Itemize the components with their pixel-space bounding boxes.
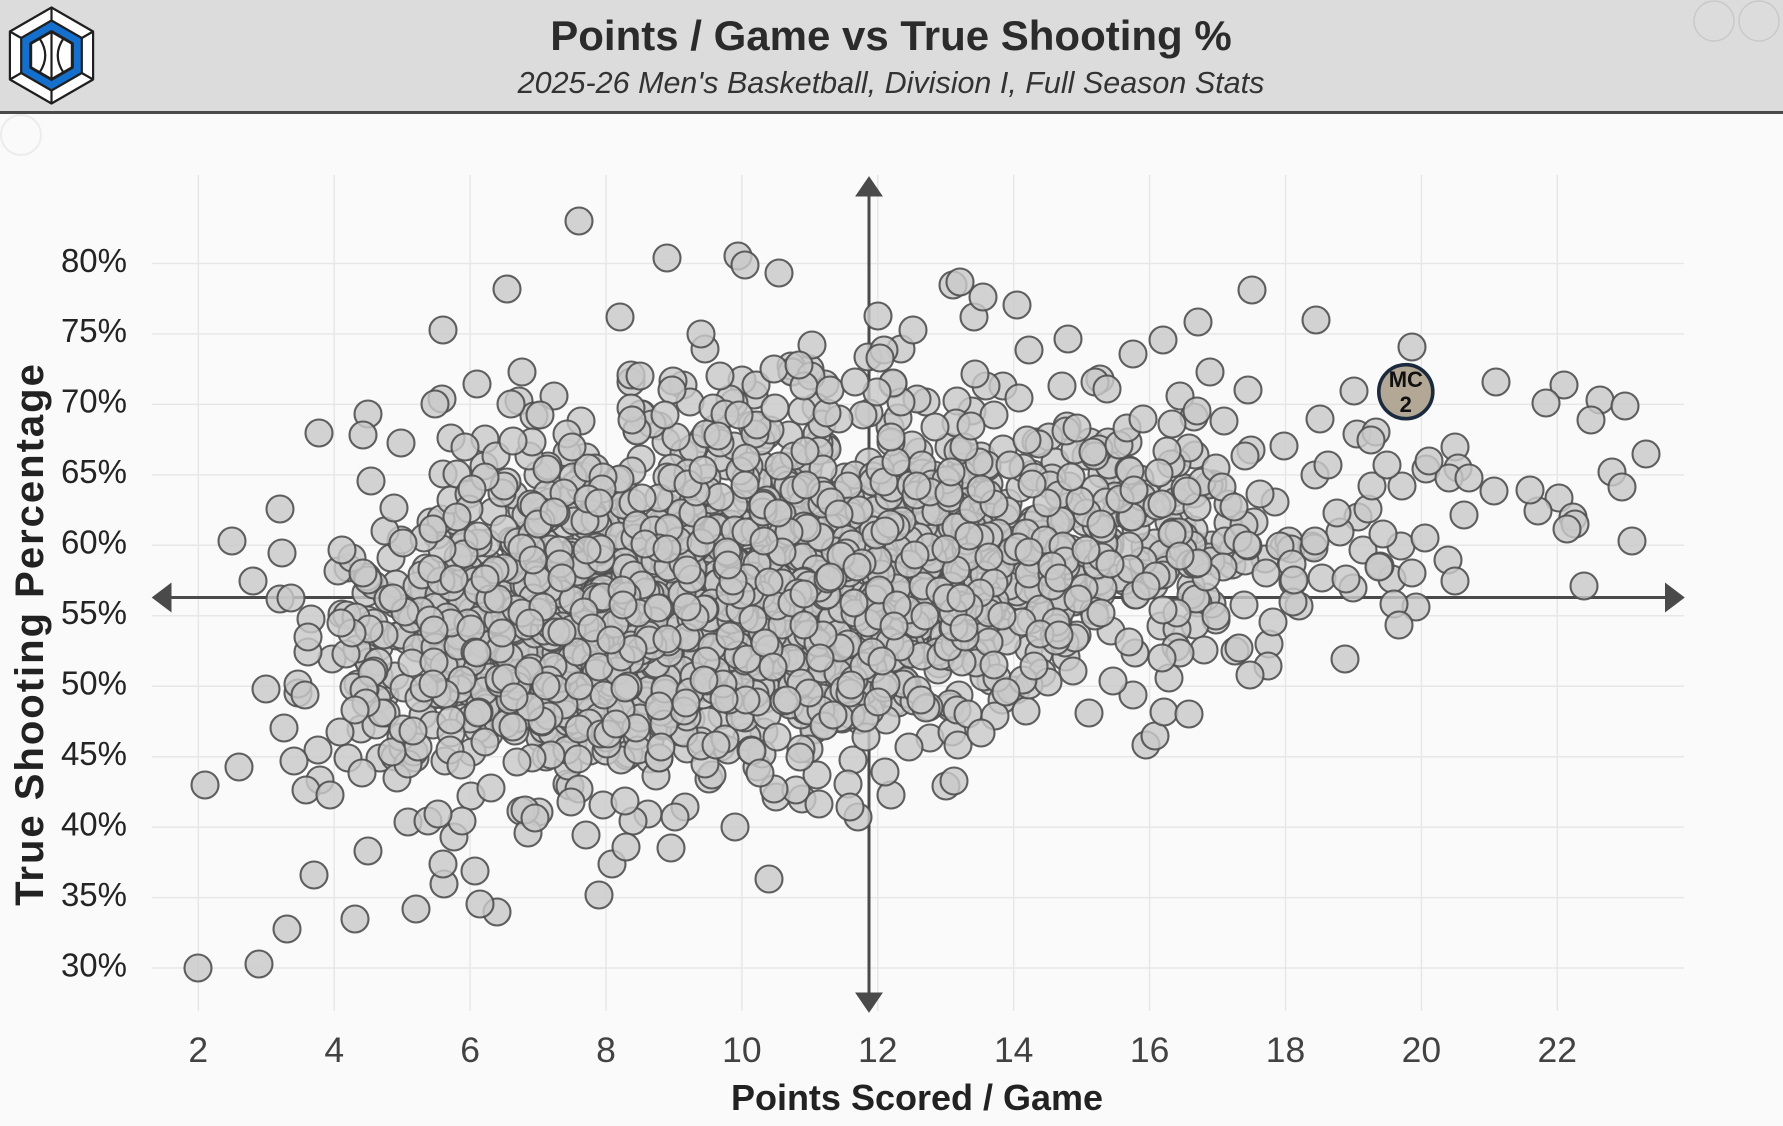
- svg-text:6: 6: [460, 1030, 480, 1070]
- svg-text:35%: 35%: [61, 876, 127, 913]
- svg-text:60%: 60%: [61, 524, 127, 561]
- svg-text:Points / Game vs True Shooting: Points / Game vs True Shooting %: [550, 12, 1231, 59]
- svg-text:80%: 80%: [61, 242, 127, 279]
- svg-text:True Shooting Percentage: True Shooting Percentage: [8, 362, 52, 906]
- svg-text:10: 10: [722, 1030, 762, 1070]
- svg-text:55%: 55%: [61, 594, 127, 631]
- svg-text:14: 14: [994, 1030, 1034, 1070]
- svg-text:40%: 40%: [61, 805, 127, 842]
- svg-text:2025-26 Men's Basketball, Divi: 2025-26 Men's Basketball, Division I, Fu…: [517, 66, 1265, 100]
- svg-text:4: 4: [324, 1030, 344, 1070]
- svg-text:16: 16: [1130, 1030, 1170, 1070]
- svg-text:75%: 75%: [61, 312, 127, 349]
- svg-text:20: 20: [1402, 1030, 1442, 1070]
- svg-text:18: 18: [1266, 1030, 1306, 1070]
- svg-text:30%: 30%: [61, 946, 127, 983]
- svg-text:Points Scored / Game: Points Scored / Game: [731, 1077, 1103, 1118]
- svg-text:8: 8: [596, 1030, 616, 1070]
- svg-text:12: 12: [858, 1030, 898, 1070]
- svg-text:65%: 65%: [61, 453, 127, 490]
- svg-text:MC: MC: [1389, 367, 1423, 392]
- svg-text:50%: 50%: [61, 665, 127, 702]
- svg-text:2: 2: [1400, 392, 1412, 417]
- svg-text:45%: 45%: [61, 735, 127, 772]
- svg-text:2: 2: [188, 1030, 208, 1070]
- svg-text:70%: 70%: [61, 383, 127, 420]
- svg-text:22: 22: [1538, 1030, 1578, 1070]
